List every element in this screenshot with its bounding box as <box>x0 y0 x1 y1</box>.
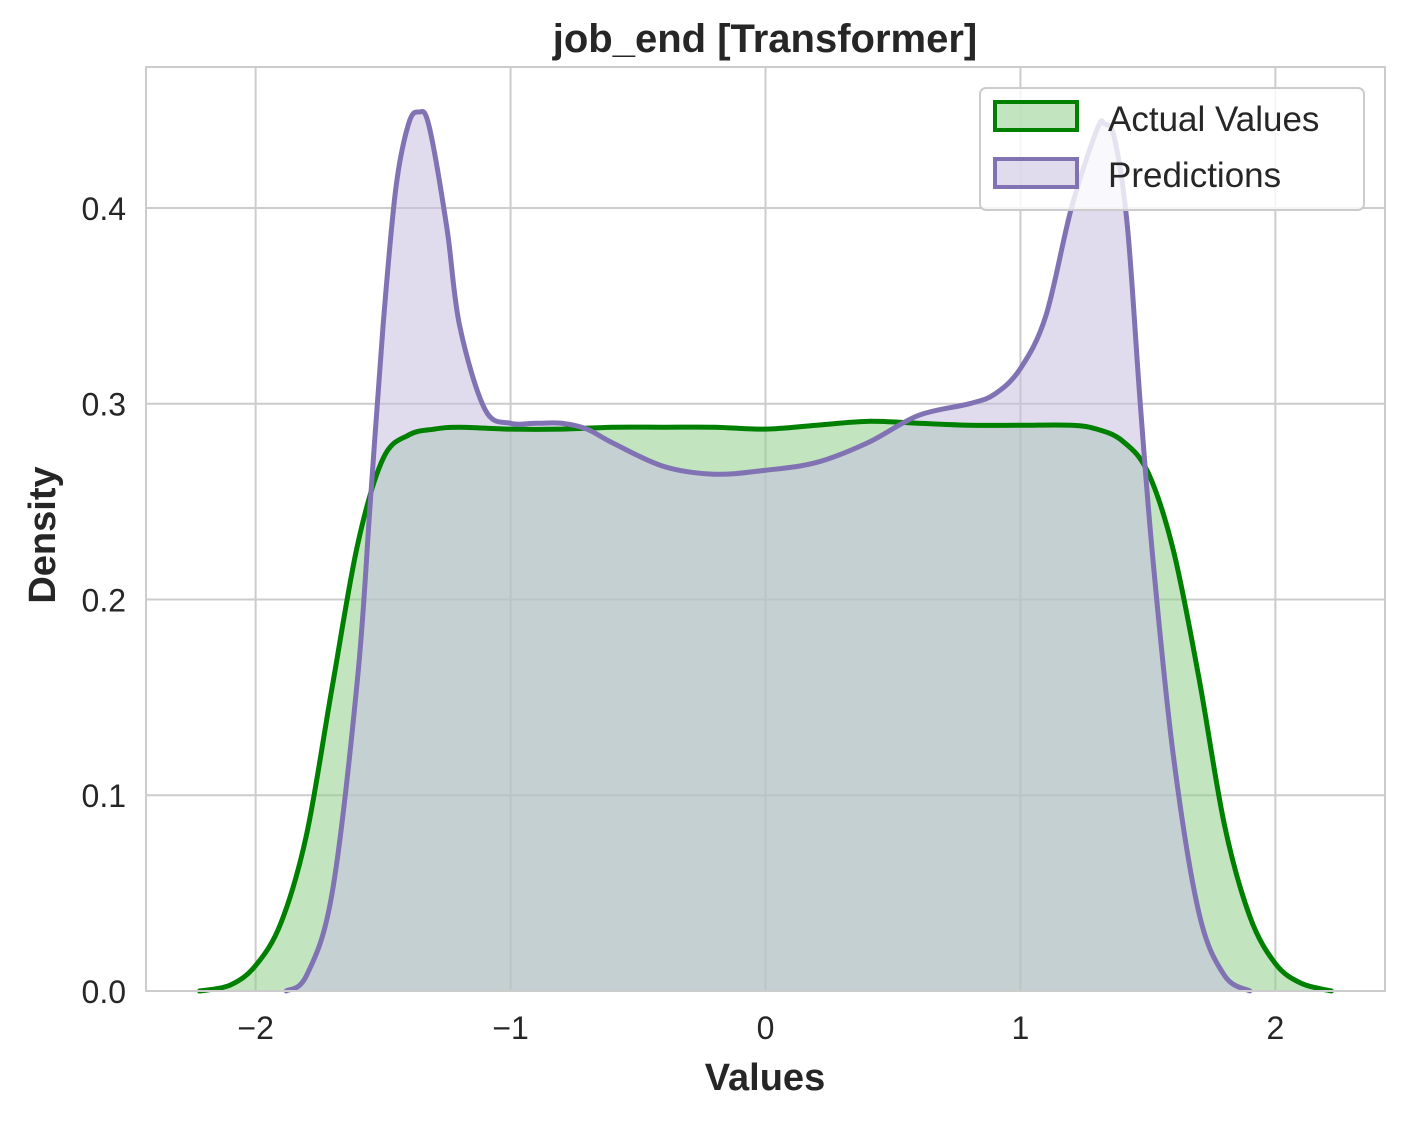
x-tick-label: 1 <box>1012 1010 1030 1046</box>
y-tick-label: 0.2 <box>82 582 126 618</box>
y-tick-label: 0.3 <box>82 387 126 423</box>
density-area-predictions <box>286 111 1250 991</box>
density-line-actual <box>197 418 1334 994</box>
density-line-predictions <box>283 108 1253 994</box>
y-tick-label: 0.0 <box>82 974 126 1010</box>
legend-swatch-predictions <box>993 157 1079 189</box>
legend-label-actual: Actual Values <box>1108 100 1319 139</box>
chart-title: job_end [Transformer] <box>552 17 978 61</box>
legend-swatch-actual <box>993 100 1079 132</box>
y-tick-label: 0.1 <box>82 778 126 814</box>
y-axis-label: Density <box>22 466 64 603</box>
density-areas <box>199 111 1332 991</box>
legend: Actual Values Predictions <box>979 87 1365 211</box>
x-tick-label: −1 <box>492 1010 528 1046</box>
y-tick-label: 0.4 <box>82 191 126 227</box>
plot-frame <box>145 66 1386 992</box>
x-axis-label: Values <box>705 1057 825 1099</box>
x-tick-label: −2 <box>237 1010 273 1046</box>
legend-label-predictions: Predictions <box>1108 156 1281 195</box>
density-lines <box>197 108 1334 994</box>
tick-labels: −2 −1 0 1 2 0.0 0.1 0.2 0.3 0.4 <box>82 191 1285 1046</box>
x-tick-label: 2 <box>1266 1010 1284 1046</box>
x-tick-label: 0 <box>757 1010 775 1046</box>
